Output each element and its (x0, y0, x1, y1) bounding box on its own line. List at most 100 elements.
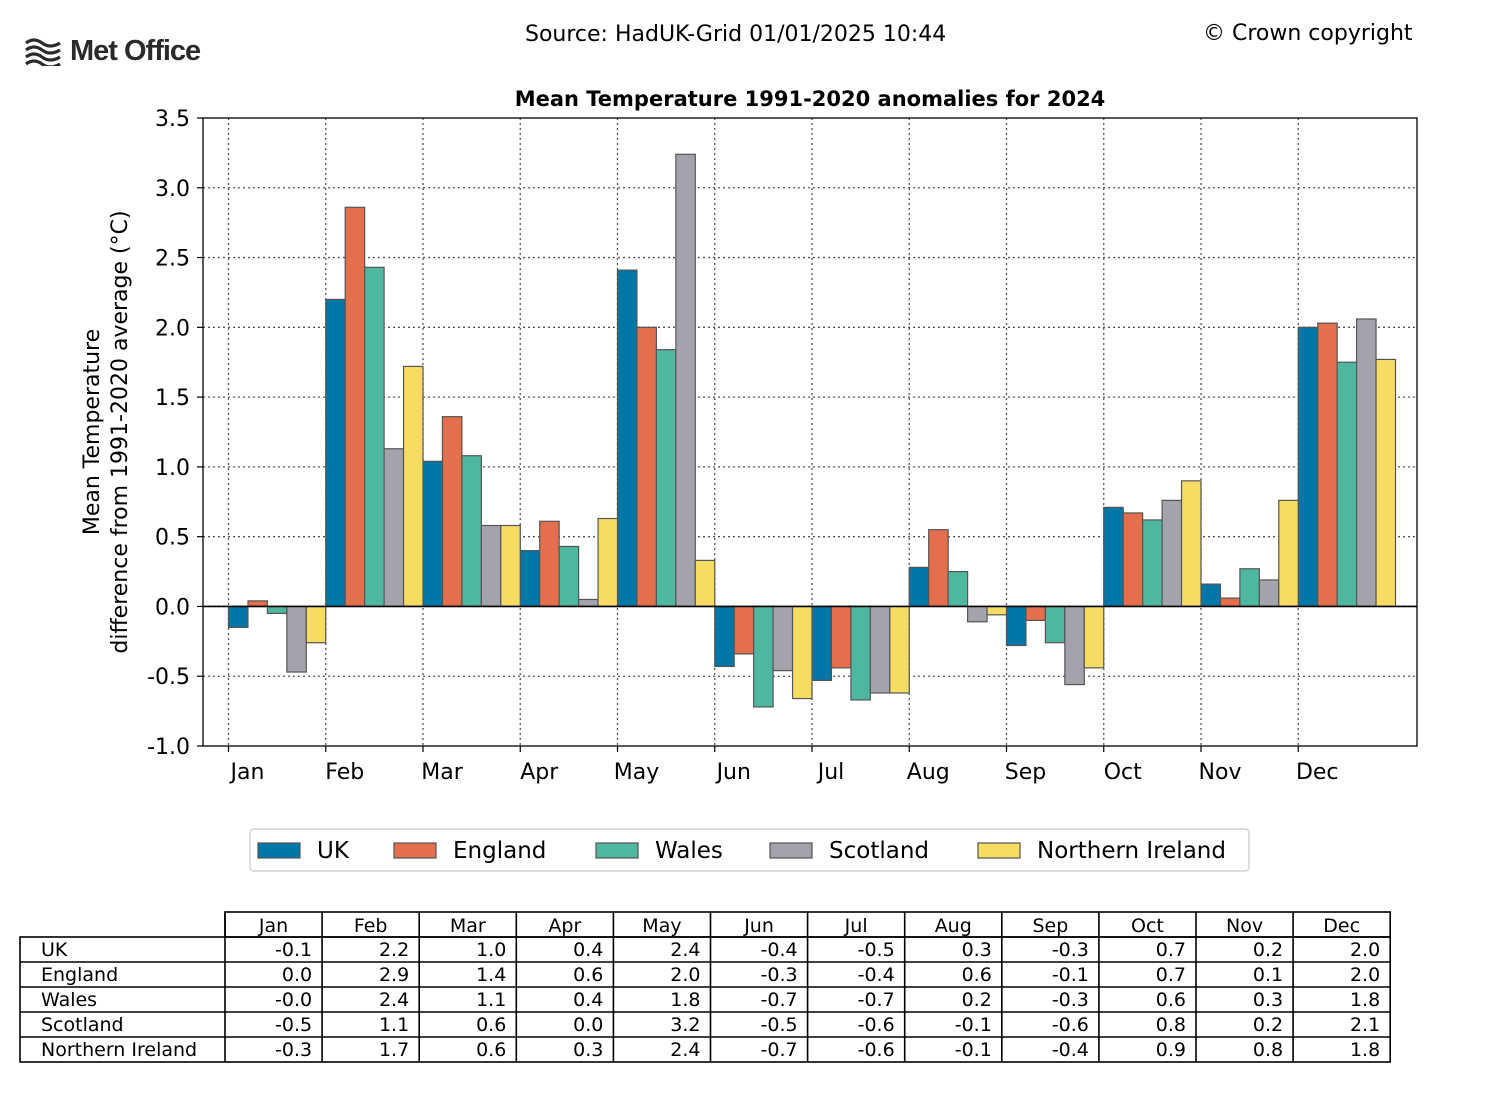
table-cell: -0.7 (761, 1039, 798, 1061)
bar-northern-ireland-jan (305, 605, 327, 644)
legend-swatch-scotland (769, 842, 813, 859)
legend-box (249, 828, 1250, 872)
legend-label-scotland: Scotland (829, 838, 929, 864)
table-row-label: England (41, 964, 118, 986)
y-tick-label: 2.5 (155, 247, 190, 272)
table-cell: -0.5 (858, 939, 895, 961)
bar-wales-aug (947, 570, 969, 608)
table-cell: -0.4 (858, 964, 895, 986)
table-row-label: Scotland (41, 1014, 124, 1036)
table-cell: -0.1 (275, 939, 312, 961)
bar-scotland-aug (966, 605, 988, 623)
met-office-logo: Met Office (24, 33, 201, 69)
table-cell: -0.3 (1052, 989, 1089, 1011)
bar-england-feb (344, 206, 366, 608)
bar-uk-apr (519, 550, 541, 608)
bar-uk-feb (325, 298, 346, 608)
bar-northern-ireland-apr (597, 517, 619, 608)
x-tick-label-apr: Apr (520, 760, 559, 785)
bar-england-aug (928, 529, 949, 608)
y-tick-label: 3.0 (155, 177, 190, 202)
table-cell: 2.1 (1350, 1014, 1380, 1036)
legend-label-wales: Wales (655, 838, 723, 864)
table-cell: 1.8 (1350, 989, 1380, 1011)
logo-text: Met Office (70, 34, 201, 67)
bar-england-jul (830, 605, 852, 669)
y-tick-label: 1.5 (155, 386, 190, 411)
chart-title: Mean Temperature 1991-2020 anomalies for… (515, 87, 1106, 111)
bar-wales-jan (266, 605, 288, 615)
bar-uk-mar (422, 460, 444, 608)
bar-wales-jul (850, 605, 871, 701)
table-cell: -0.0 (275, 989, 312, 1011)
table-cell: 0.3 (962, 939, 992, 961)
bar-england-apr (539, 520, 560, 608)
table-cell: 0.0 (573, 1014, 603, 1036)
table-cell: 2.0 (1350, 939, 1380, 961)
bar-wales-feb (364, 266, 385, 608)
table-cell: -0.1 (1052, 964, 1089, 986)
bar-wales-sep (1044, 605, 1066, 644)
x-tick-label-oct: Oct (1104, 760, 1142, 785)
bar-scotland-feb (383, 448, 405, 608)
table-cell: 0.1 (1253, 964, 1283, 986)
x-tick-label-aug: Aug (907, 760, 950, 785)
y-tick-label: 0.5 (155, 526, 190, 551)
bar-scotland-jul (869, 605, 891, 694)
met-office-wave-icon (25, 38, 61, 66)
table-column-header: Apr (548, 915, 581, 937)
table-cell: 1.0 (476, 939, 506, 961)
table-cell: 1.7 (379, 1039, 409, 1061)
bar-scotland-sep (1064, 605, 1085, 686)
x-tick-label-nov: Nov (1199, 760, 1242, 785)
y-tick-label: 2.0 (155, 316, 190, 341)
table-cell: 0.8 (1156, 1014, 1186, 1036)
table-cell: -0.4 (1052, 1039, 1089, 1061)
table-cell: 0.3 (573, 1039, 603, 1061)
table-cell: 1.1 (379, 1014, 409, 1036)
y-tick-label: 1.0 (155, 456, 190, 481)
bar-england-dec (1317, 322, 1338, 608)
bar-england-nov (1219, 597, 1241, 608)
table-cell: 2.4 (670, 939, 700, 961)
table-body (19, 936, 1391, 1063)
bar-england-may (636, 326, 658, 608)
y-axis-label-line1: Mean Temperature (80, 329, 105, 535)
table-cell: 0.6 (1156, 989, 1186, 1011)
table-cell: 0.7 (1156, 964, 1186, 986)
table-cell: 0.8 (1253, 1039, 1283, 1061)
bar-scotland-may (675, 153, 696, 608)
bar-wales-apr (558, 545, 580, 608)
table-cell: 0.6 (476, 1039, 506, 1061)
table-cell: -0.7 (761, 989, 798, 1011)
legend-swatch-northern-ireland (977, 842, 1021, 859)
x-tick-label-feb: Feb (325, 760, 364, 785)
table-cell: 3.2 (670, 1014, 700, 1036)
bar-uk-aug (908, 566, 930, 608)
x-tick-label-jul: Jul (816, 760, 845, 785)
y-tick-label: -1.0 (147, 735, 190, 760)
table-cell: 0.6 (962, 964, 992, 986)
legend-swatch-wales (595, 842, 639, 859)
bar-scotland-jun (772, 605, 794, 672)
bar-uk-dec (1297, 326, 1319, 608)
bar-wales-nov (1239, 568, 1260, 608)
bar-scotland-dec (1355, 318, 1377, 608)
copyright-text: © Crown copyright (1203, 21, 1413, 46)
table-row-label: Wales (41, 989, 97, 1011)
bar-scotland-apr (577, 598, 599, 608)
table-cell: 2.2 (379, 939, 409, 961)
bar-uk-jan (227, 605, 249, 628)
table-column-header: Oct (1131, 915, 1164, 937)
y-tick-label: -0.5 (147, 665, 190, 690)
bar-scotland-oct (1161, 499, 1183, 608)
table-cell: 0.2 (962, 989, 992, 1011)
table-column-header: Sep (1032, 915, 1068, 937)
table-cell: -0.6 (858, 1014, 895, 1036)
table-cell: -0.6 (858, 1039, 895, 1061)
table-row-label: Northern Ireland (41, 1039, 197, 1061)
y-axis-label-line2: difference from 1991-2020 average (°C) (108, 210, 133, 653)
table-cell: 0.6 (573, 964, 603, 986)
table-cell: 1.8 (670, 989, 700, 1011)
bar-uk-jun (714, 605, 735, 668)
